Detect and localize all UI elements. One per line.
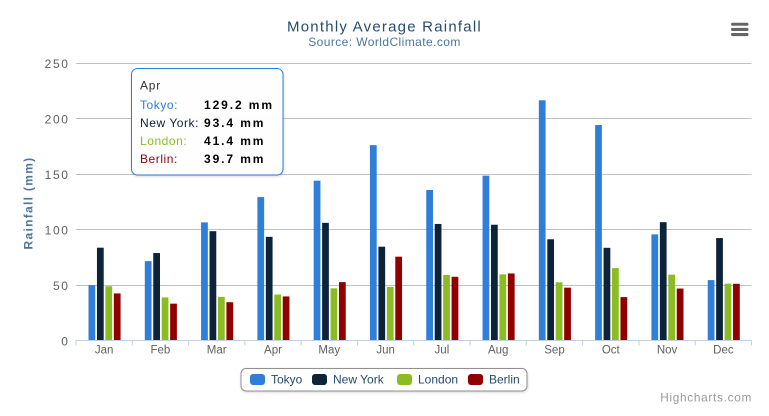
svg-text:Mar: Mar	[207, 345, 227, 357]
svg-text:Berlin:: Berlin:	[140, 152, 178, 166]
svg-text:Dec: Dec	[713, 345, 734, 357]
svg-text:100: 100	[45, 223, 70, 237]
svg-text:250: 250	[45, 57, 70, 71]
svg-text:41.4 mm: 41.4 mm	[204, 134, 265, 148]
svg-text:Source: WorldClimate.com: Source: WorldClimate.com	[308, 35, 461, 49]
svg-text:London:: London:	[140, 134, 187, 148]
svg-text:Jan: Jan	[95, 345, 114, 357]
svg-text:Apr: Apr	[264, 345, 282, 357]
svg-text:Monthly Average Rainfall: Monthly Average Rainfall	[287, 19, 482, 36]
svg-text:May: May	[318, 345, 340, 357]
svg-text:London: London	[418, 373, 458, 387]
svg-text:150: 150	[45, 168, 70, 182]
svg-text:Berlin: Berlin	[489, 373, 520, 387]
svg-text:Apr: Apr	[140, 79, 161, 93]
svg-text:Jun: Jun	[376, 345, 395, 357]
svg-text:Sep: Sep	[544, 345, 564, 357]
svg-text:Nov: Nov	[657, 345, 678, 357]
svg-text:Rainfall (mm): Rainfall (mm)	[22, 157, 36, 250]
svg-text:Aug: Aug	[488, 345, 508, 357]
svg-text:0: 0	[61, 334, 69, 348]
svg-text:93.4 mm: 93.4 mm	[204, 116, 265, 130]
svg-text:39.7 mm: 39.7 mm	[204, 152, 265, 166]
svg-text:Highcharts.com: Highcharts.com	[660, 391, 752, 405]
svg-text:New York:: New York:	[140, 116, 199, 130]
svg-text:200: 200	[45, 112, 70, 126]
svg-text:Tokyo:: Tokyo:	[140, 98, 178, 112]
svg-text:Oct: Oct	[602, 345, 621, 357]
svg-text:129.2 mm: 129.2 mm	[204, 98, 274, 112]
svg-text:Tokyo: Tokyo	[271, 373, 303, 387]
svg-text:50: 50	[53, 279, 70, 293]
svg-text:New York: New York	[333, 373, 385, 387]
svg-text:Jul: Jul	[435, 345, 450, 357]
svg-text:Feb: Feb	[150, 345, 170, 357]
